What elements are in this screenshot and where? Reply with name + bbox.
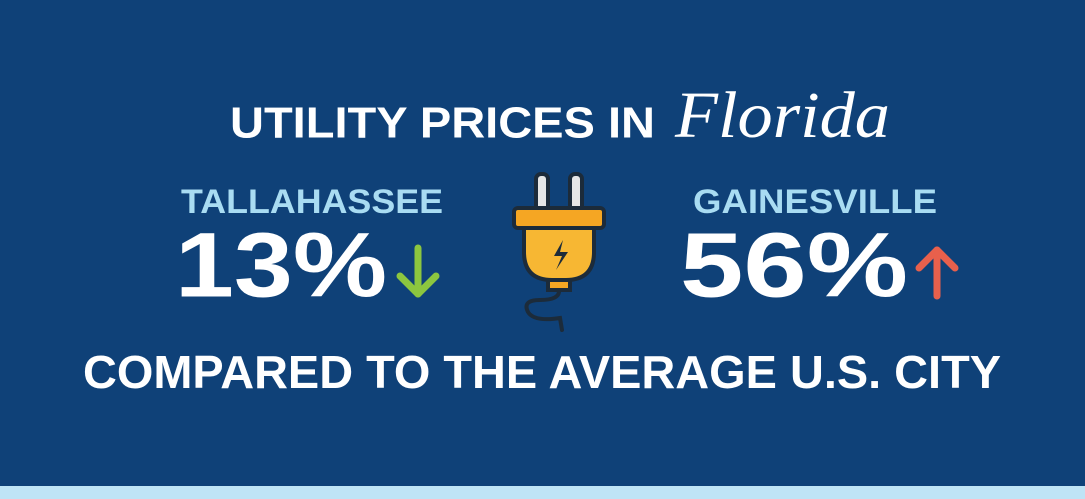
footer: COMPARED TO THE AVERAGE U.S. CITY xyxy=(83,346,1001,398)
city-change: 56% xyxy=(680,214,908,316)
down-arrow xyxy=(396,244,440,298)
title-script: Florida xyxy=(674,79,890,152)
bottom-stripe xyxy=(0,486,1085,499)
city-name: GAINESVILLE xyxy=(693,183,937,221)
up-arrow xyxy=(915,246,959,300)
city-name: TALLAHASSEE xyxy=(181,183,443,221)
plug-icon xyxy=(512,172,606,332)
city-change: 13% xyxy=(175,214,387,316)
title: UTILITY PRICES IN xyxy=(230,99,655,148)
